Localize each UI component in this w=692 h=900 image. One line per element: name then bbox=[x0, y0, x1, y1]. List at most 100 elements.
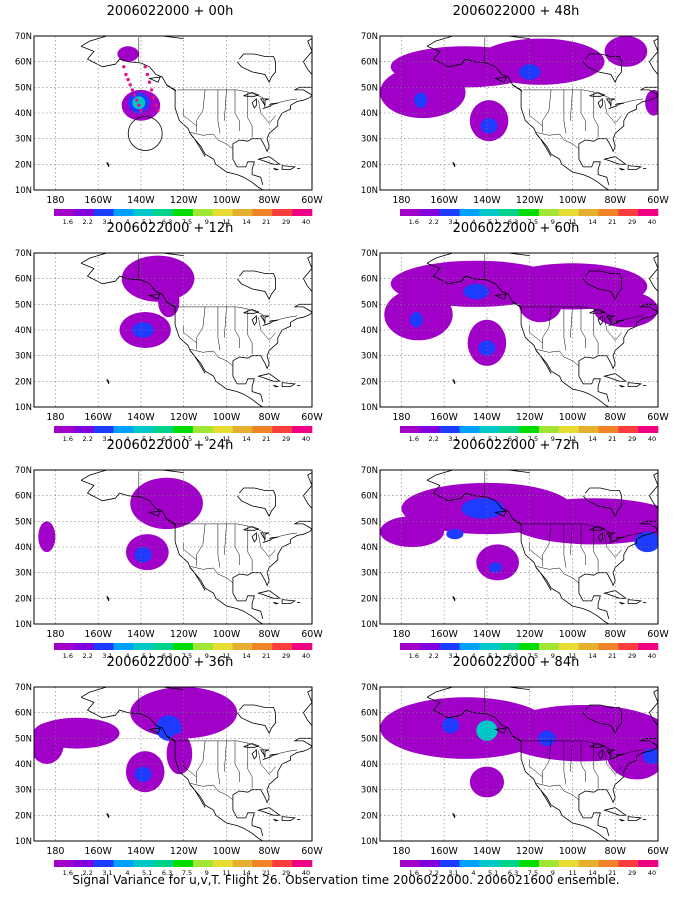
longitude-tick-label: 160W bbox=[430, 412, 458, 423]
lake-outline bbox=[251, 749, 257, 760]
coastline bbox=[582, 53, 623, 84]
signal-variance-contour bbox=[643, 748, 658, 764]
colorbar-label: 7.5 bbox=[182, 652, 192, 660]
latitude-tick-label: 10N bbox=[15, 837, 32, 847]
colorbar-swatch bbox=[459, 426, 480, 433]
colorbar-label: 5.1 bbox=[142, 869, 152, 877]
latitude-tick-label: 20N bbox=[15, 160, 32, 170]
signal-variance-contour bbox=[519, 64, 541, 80]
colorbar-swatch bbox=[192, 426, 214, 433]
forecast-map: 70N 60N 50N 40N 30N 20N 10N 180 160W 140W 120W 100W… bbox=[15, 683, 324, 877]
coastline bbox=[232, 148, 264, 186]
figure-caption: Signal Variance for u,v,T. Flight 26. Ob… bbox=[72, 873, 620, 887]
lake-outline bbox=[605, 98, 616, 107]
latitude-tick-label: 30N bbox=[361, 135, 378, 145]
border-line bbox=[536, 349, 580, 367]
panel-run-time: 2006022000 bbox=[106, 655, 190, 670]
island-outline bbox=[494, 727, 507, 734]
lake-outline bbox=[615, 536, 624, 539]
colorbar-swatch bbox=[113, 860, 134, 867]
forecast-map: 70N 60N 50N 40N 30N 20N 10N 180 160W 140W 120W 100W… bbox=[15, 249, 324, 443]
border-line bbox=[523, 89, 644, 109]
colorbar-swatch bbox=[439, 860, 460, 867]
colorbar-swatch bbox=[73, 860, 94, 867]
coastline bbox=[232, 799, 264, 837]
lake-outline bbox=[269, 536, 278, 539]
latitude-tick-label: 20N bbox=[361, 377, 378, 387]
colorbar-swatch bbox=[192, 209, 214, 216]
border-line bbox=[580, 306, 586, 348]
latitude-tick-label: 20N bbox=[15, 377, 32, 387]
longitude-tick-label: 160W bbox=[430, 195, 458, 206]
island-outline bbox=[273, 601, 280, 605]
colorbar: 1.6 2.2 3.1 4 5.1 6.3 7.5 9 11 14 21 29 40 bbox=[54, 860, 313, 877]
lake-outline bbox=[259, 98, 270, 107]
border-line bbox=[580, 740, 586, 782]
lake-outline bbox=[243, 743, 260, 748]
border-line bbox=[523, 740, 644, 760]
colorbar-swatch bbox=[538, 860, 560, 867]
colorbar-swatch bbox=[499, 643, 520, 650]
colorbar-swatch bbox=[419, 426, 440, 433]
panel-lead-time: 36h bbox=[208, 655, 234, 670]
longitude-tick-label: 60W bbox=[301, 195, 323, 206]
island-outline bbox=[619, 167, 626, 171]
island-outline bbox=[602, 590, 628, 599]
colorbar-label: 9 bbox=[205, 652, 209, 660]
signal-variance-contour bbox=[409, 312, 423, 328]
colorbar-label: 14 bbox=[242, 652, 250, 660]
longitude-tick-label: 160W bbox=[84, 629, 112, 640]
coastline bbox=[578, 148, 610, 186]
border-line bbox=[177, 306, 298, 326]
island-outline bbox=[106, 162, 110, 168]
colorbar-swatch bbox=[400, 426, 421, 433]
island-outline bbox=[273, 384, 280, 388]
panel-title: 2006022000 + 36h bbox=[0, 655, 340, 671]
colorbar-swatch bbox=[292, 209, 313, 216]
colorbar-swatch bbox=[272, 643, 293, 650]
colorbar-swatch bbox=[272, 860, 293, 867]
colorbar-label: 40 bbox=[648, 869, 656, 877]
border-line bbox=[183, 324, 197, 343]
border-line bbox=[258, 751, 276, 775]
border-line bbox=[177, 740, 298, 760]
latitude-tick-label: 10N bbox=[361, 837, 378, 847]
coastline bbox=[426, 470, 530, 481]
colorbar-label: 2.2 bbox=[429, 869, 439, 877]
panel-title: 2006022000 + 24h bbox=[0, 438, 340, 454]
grid-lines bbox=[34, 253, 312, 407]
latitude-tick-label: 30N bbox=[361, 786, 378, 796]
contour-layer bbox=[384, 260, 658, 366]
island-outline bbox=[619, 384, 626, 388]
coastline bbox=[653, 38, 658, 52]
latitude-tick-label: 10N bbox=[15, 620, 32, 630]
panel-run-time: 2006022000 bbox=[452, 438, 536, 453]
border-line bbox=[217, 306, 221, 351]
colorbar-swatch bbox=[153, 426, 174, 433]
coastline bbox=[426, 687, 530, 698]
contour-layer bbox=[119, 255, 195, 348]
forecast-panel-00h: 2006022000 + 00h 70N 60N 50N 40N 30N 20N 10N 180… bbox=[0, 4, 340, 226]
colorbar-swatch bbox=[54, 860, 75, 867]
colorbar-label: 14 bbox=[588, 869, 596, 877]
island-outline bbox=[602, 807, 628, 816]
colorbar-label: 40 bbox=[302, 652, 310, 660]
flight-track bbox=[122, 65, 160, 113]
lake-outline bbox=[597, 749, 603, 760]
map-frame bbox=[33, 35, 313, 191]
longitude-tick-label: 180 bbox=[392, 195, 410, 206]
island-outline bbox=[512, 735, 523, 743]
coastline bbox=[307, 38, 312, 52]
longitude-tick-label: 80W bbox=[258, 846, 280, 857]
colorbar-label: 29 bbox=[282, 435, 290, 443]
dropsonde-point bbox=[147, 80, 152, 84]
border-line bbox=[217, 740, 221, 785]
colorbar-label: 21 bbox=[262, 435, 270, 443]
colorbar-label: 9 bbox=[551, 218, 555, 226]
panel-title: 2006022000 + 12h bbox=[0, 221, 340, 237]
latitude-tick-label: 70N bbox=[15, 249, 32, 259]
colorbar-label: 2.2 bbox=[83, 869, 93, 877]
colorbar-label: 14 bbox=[588, 218, 596, 226]
colorbar-label: 6.3 bbox=[508, 869, 518, 877]
lake-outline bbox=[269, 319, 278, 322]
